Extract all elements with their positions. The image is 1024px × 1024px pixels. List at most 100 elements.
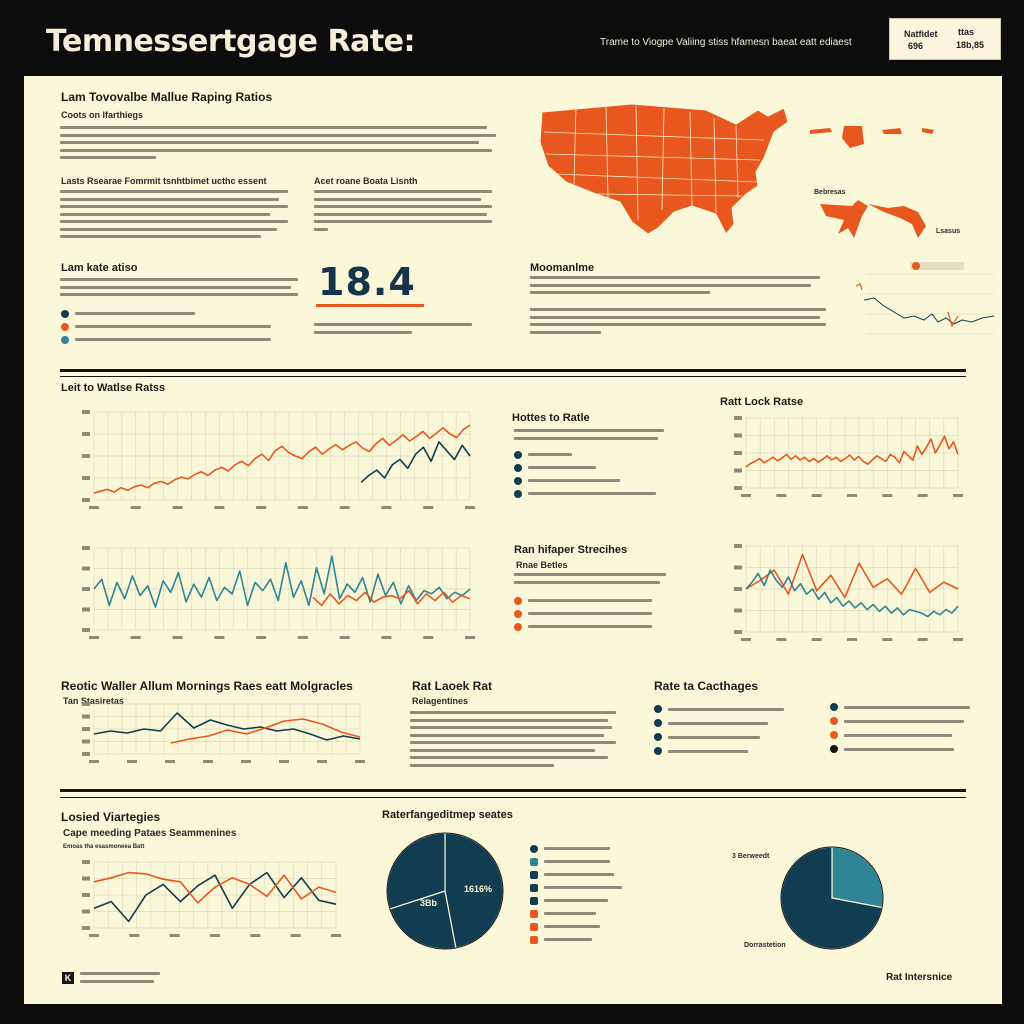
series-line-navy <box>360 441 471 483</box>
list-item <box>654 744 784 758</box>
big-stat-text <box>314 323 472 338</box>
section2-mid-title-2: Ran hifaper Strecihes <box>514 544 628 556</box>
list-item <box>530 907 622 920</box>
mini-chart-marker <box>855 283 863 291</box>
section3-mid-title: Rat Laoek Rat <box>412 679 493 693</box>
x-tick-mark <box>917 494 928 497</box>
x-tick-mark <box>279 760 289 763</box>
y-tick-mark <box>82 739 90 744</box>
list-item <box>514 448 656 461</box>
stat-label-2: ttas <box>958 27 975 37</box>
mini-chart-legend-dot <box>912 262 920 270</box>
y-tick-mark <box>734 416 742 420</box>
x-tick-mark <box>256 506 267 509</box>
x-tick-mark <box>882 638 893 641</box>
divider <box>60 369 966 372</box>
x-tick-mark <box>130 506 141 509</box>
section1-right-text <box>530 276 820 299</box>
pie-outline <box>386 832 504 950</box>
stat-label-1: Natfidet <box>904 29 938 39</box>
y-tick-mark <box>734 486 742 490</box>
x-tick-mark <box>741 638 751 641</box>
section2-mid-bullets <box>514 448 656 500</box>
y-tick-mark <box>82 566 90 571</box>
pie-slice-0 <box>831 846 884 909</box>
x-tick-mark <box>339 506 350 509</box>
list-item <box>514 620 652 633</box>
section2-title: Leit to Watlse Ratss <box>61 382 166 394</box>
section4-pie-legend <box>530 842 622 946</box>
y-tick-mark <box>82 702 90 706</box>
list-item <box>530 933 622 946</box>
header-bar: Temnessertgage Rate: Trame to Viogpe Val… <box>0 0 1024 76</box>
section2-mid-sub-2: Rnae Betles <box>516 560 568 570</box>
chart-grid <box>82 410 475 509</box>
us-map <box>539 103 789 235</box>
list-item <box>530 920 622 933</box>
y-tick-mark <box>82 628 90 632</box>
list-item <box>830 700 970 714</box>
divider <box>60 376 966 377</box>
x-tick-mark <box>953 494 963 497</box>
pie-label-2: 3Bb <box>420 898 438 908</box>
infographic-panel: Lam Tovovalbe Mallue Raping Ratios Coots… <box>24 76 1002 1004</box>
x-tick-mark <box>129 934 140 937</box>
series-line-navy <box>93 712 361 741</box>
map-legend-1: Bebresas <box>814 189 846 196</box>
x-tick-mark <box>776 638 787 641</box>
section4-legend-note: Emoas tha esasmoneea Batt <box>63 844 145 850</box>
section2-left-chart <box>82 410 475 509</box>
pie-label-1: 1616% <box>464 884 493 894</box>
x-tick-mark <box>130 636 141 639</box>
stat-box: Natfidet ttas 696 18b,85 <box>889 18 1001 60</box>
x-tick-mark <box>811 494 822 497</box>
y-tick-mark <box>82 498 90 502</box>
x-tick-mark <box>465 506 475 509</box>
x-tick-mark <box>776 494 787 497</box>
x-tick-mark <box>250 934 261 937</box>
section1-rate-text <box>60 278 298 301</box>
x-tick-mark <box>847 638 857 641</box>
section4-pie-main <box>386 832 504 950</box>
list-item <box>654 702 784 716</box>
y-tick-mark <box>82 607 90 612</box>
series-line-orange <box>170 718 361 744</box>
x-tick-mark <box>423 636 434 639</box>
list-item <box>61 333 271 346</box>
chart-grid <box>82 702 365 763</box>
section1-title: Lam Tovovalbe Mallue Raping Ratios <box>61 90 273 104</box>
section3-title: Reotic Waller Allum Mornings Raes eatt M… <box>61 679 353 693</box>
pie2-note-1: 3 Berweedt <box>732 853 770 860</box>
section4-line-chart <box>82 860 341 937</box>
section2-left-lower-chart <box>82 546 475 639</box>
x-tick-mark <box>297 506 308 509</box>
y-tick-mark <box>82 454 90 458</box>
y-tick-mark <box>82 432 90 436</box>
x-tick-mark <box>89 760 99 763</box>
section1-col-b-text <box>314 190 492 235</box>
x-tick-mark <box>169 934 180 937</box>
divider <box>60 789 966 792</box>
stat-value-2: 18b,85 <box>956 40 985 50</box>
x-tick-mark <box>256 636 267 639</box>
section2-right-lower-chart <box>734 544 963 641</box>
x-tick-mark <box>210 934 220 937</box>
y-tick-mark <box>82 476 90 480</box>
x-tick-mark <box>339 636 350 639</box>
section1-col-b-title: Acet roane Boata Lisnth <box>314 176 418 186</box>
footer-left-badge: K <box>62 972 74 984</box>
section3-line-chart <box>82 702 365 763</box>
list-item <box>830 714 970 728</box>
x-tick-mark <box>423 506 434 509</box>
section3-sub: Tan Stasiretas <box>63 696 124 706</box>
x-tick-mark <box>214 636 225 639</box>
section2-mid-text <box>514 429 664 444</box>
y-tick-mark <box>734 433 742 438</box>
section4-title: Losied Viartegies <box>61 810 161 824</box>
section1-right-text-2 <box>530 308 826 338</box>
section1-text-block <box>60 126 496 164</box>
y-tick-mark <box>734 451 742 455</box>
section1-right-title: Moomanlme <box>530 262 595 274</box>
list-item <box>530 868 622 881</box>
chart-grid <box>82 546 475 639</box>
